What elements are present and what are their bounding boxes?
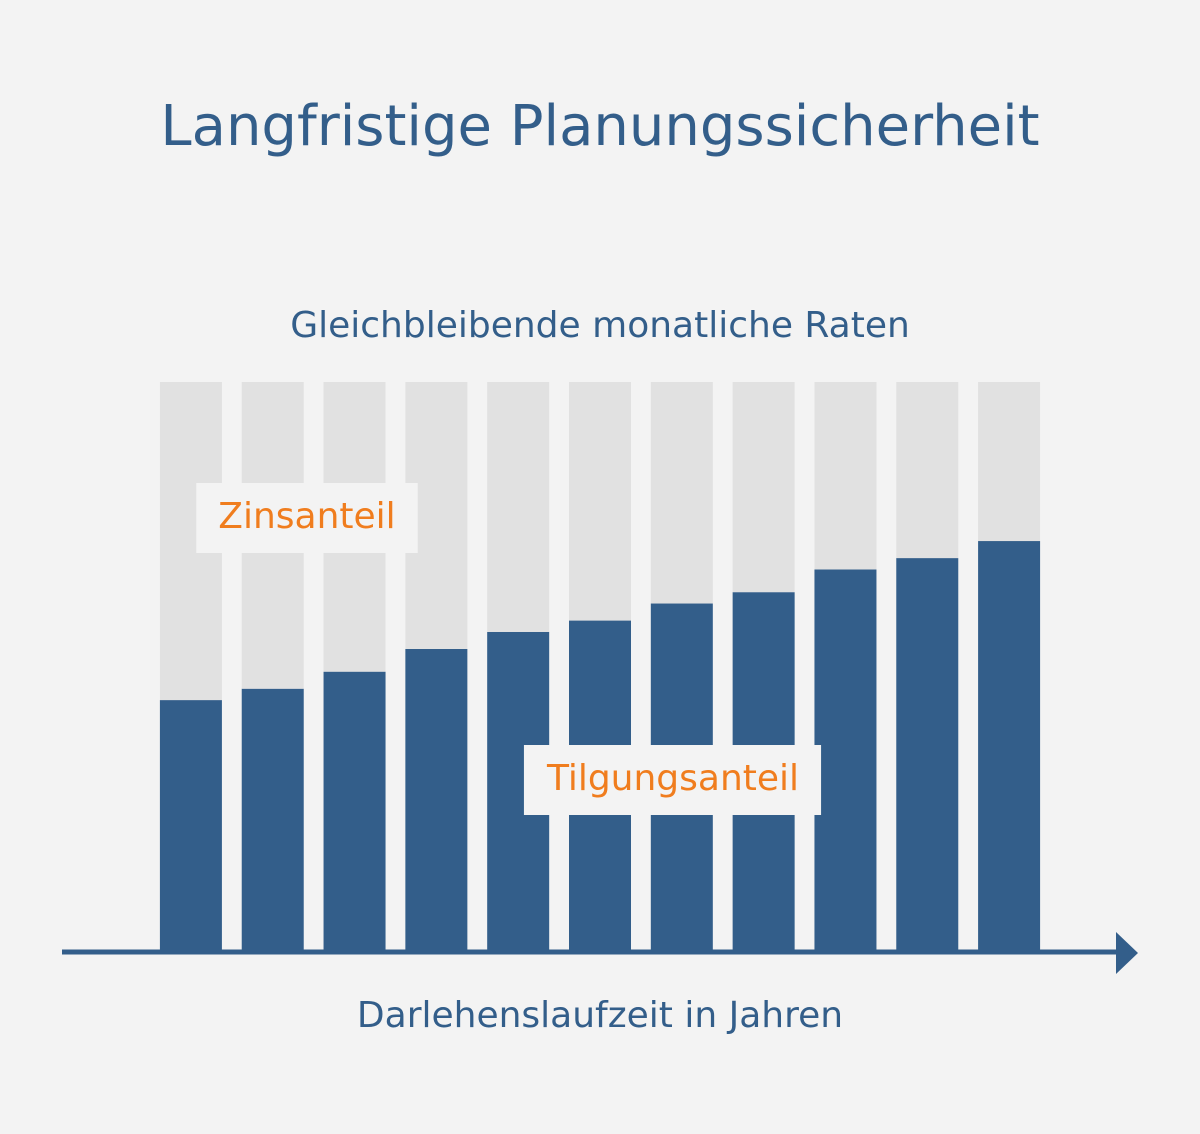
bar-segment <box>241 688 304 950</box>
bar-segment <box>405 648 468 950</box>
plot <box>159 382 1041 950</box>
legend-box <box>196 483 418 553</box>
bar-segment <box>732 382 795 593</box>
bar-segment <box>896 558 959 950</box>
bar-segment <box>323 671 386 950</box>
bar-segment <box>487 382 550 632</box>
bar-segment <box>896 382 959 559</box>
legend-box <box>523 745 822 815</box>
chart-title: Langfristige Planungssicherheit <box>160 94 1039 159</box>
chart-subtitle: Gleichbleibende monatliche Raten <box>290 305 910 346</box>
bar-segment <box>978 541 1041 950</box>
legend-label: Zinsanteil <box>218 496 395 537</box>
bar-segment <box>814 569 877 950</box>
bar-segment <box>814 382 877 570</box>
bar-segment <box>159 700 222 950</box>
legend-label: Tilgungsanteil <box>546 758 799 799</box>
bar-segment <box>569 382 631 621</box>
x-axis-arrow <box>1116 932 1138 974</box>
bar-segment <box>650 382 713 604</box>
x-axis-label: Darlehenslaufzeit in Jahren <box>357 995 843 1036</box>
bar-segment <box>978 382 1041 542</box>
